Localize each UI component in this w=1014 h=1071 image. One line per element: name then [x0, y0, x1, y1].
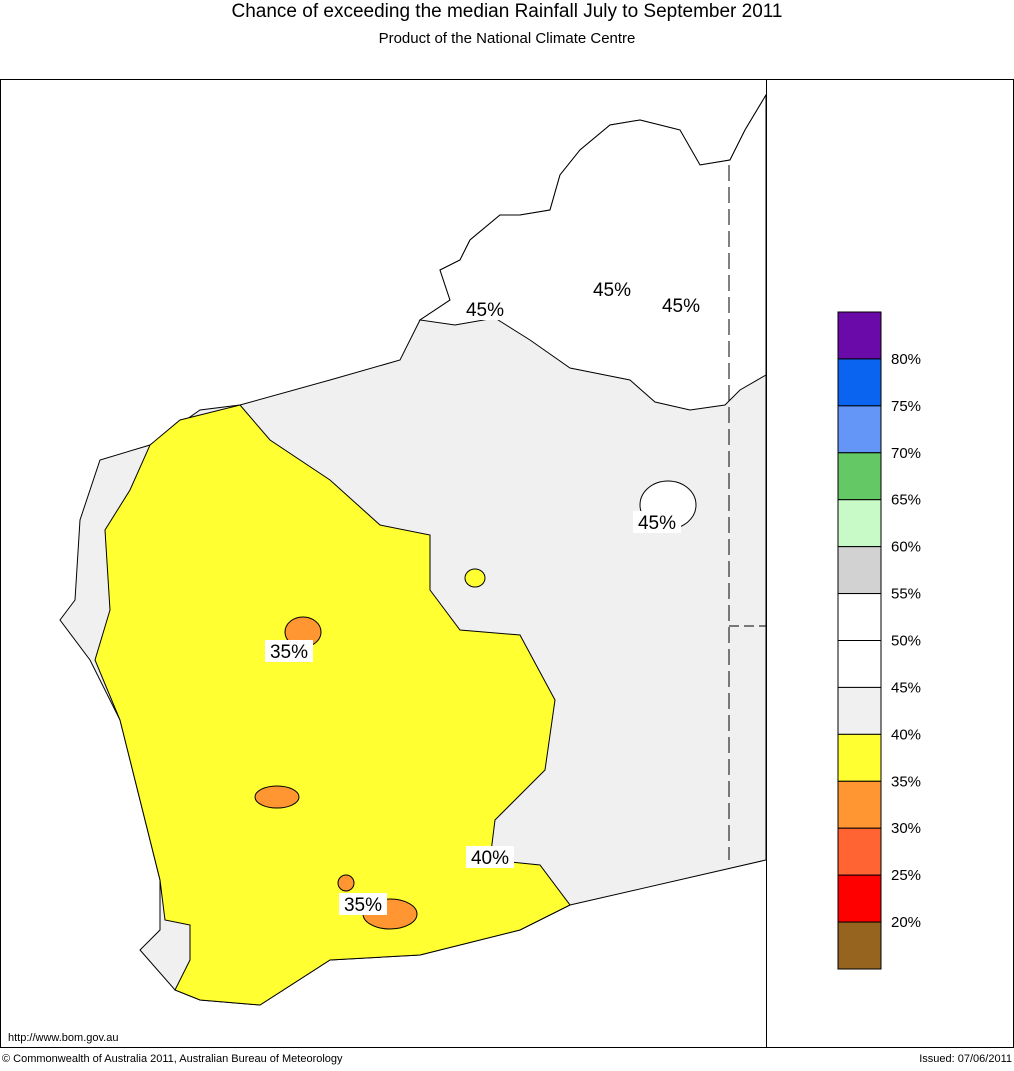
legend-label: 30%	[891, 820, 921, 837]
region-30-35	[337, 874, 355, 892]
label-bg	[633, 511, 681, 533]
legend-label: 70%	[891, 445, 921, 462]
contour-label: 45%	[662, 296, 700, 317]
title: Chance of exceeding the median Rainfall …	[232, 1, 783, 22]
legend-label: 35%	[891, 773, 921, 790]
region-35-40	[94, 404, 571, 1006]
legend-label: 45%	[891, 679, 921, 696]
legend-label: 80%	[891, 351, 921, 368]
legend-label: 65%	[891, 492, 921, 509]
legend-label: 40%	[891, 726, 921, 743]
label-bg	[466, 846, 514, 868]
subtitle: Product of the National Climate Centre	[379, 30, 636, 47]
legend-swatch	[837, 358, 882, 407]
contour-label: 45%	[593, 280, 631, 301]
label-bg	[339, 893, 387, 915]
region-30-35	[254, 785, 300, 809]
region-45-50	[418, 93, 767, 411]
contour-label: 40%	[471, 848, 509, 869]
region-35-40	[464, 568, 486, 588]
legend-swatch	[837, 827, 882, 876]
label-bg	[265, 640, 313, 662]
legend-swatch	[837, 405, 882, 454]
issued: Issued: 07/06/2011	[919, 1053, 1012, 1065]
contour-labels: 45% 45% 45% 45% 35% 40% 35%	[265, 278, 705, 916]
legend-swatch	[837, 593, 882, 641]
legend-label: 50%	[891, 633, 921, 650]
legend-swatch	[837, 640, 882, 688]
map	[59, 93, 767, 1006]
legend-swatch	[837, 499, 882, 548]
legend-swatch	[837, 780, 882, 829]
legend-swatch	[837, 921, 882, 970]
legend-swatch	[837, 452, 882, 501]
legend-swatch	[837, 546, 882, 595]
legend-label: 55%	[891, 586, 921, 603]
legend-swatch	[837, 311, 882, 360]
legend-swatch	[837, 874, 882, 923]
contour-label: 45%	[466, 300, 504, 321]
label-bg	[588, 278, 636, 300]
contour-label: 45%	[638, 513, 676, 534]
legend-label: 60%	[891, 539, 921, 556]
legend-label: 20%	[891, 914, 921, 931]
legend-label: 25%	[891, 867, 921, 884]
copyright: © Commonwealth of Australia 2011, Austra…	[2, 1053, 343, 1065]
label-bg	[461, 298, 509, 320]
legend-label: 75%	[891, 398, 921, 415]
legend-swatch	[837, 686, 882, 735]
legend-swatch	[837, 733, 882, 782]
label-bg	[657, 294, 705, 316]
contour-label: 35%	[270, 642, 308, 663]
legend: 80% 75% 70% 65% 60% 55% 50% 45% 40% 35% 30% 25% 20%	[837, 311, 921, 970]
url: http://www.bom.gov.au	[8, 1032, 118, 1044]
contour-label: 35%	[344, 895, 382, 916]
